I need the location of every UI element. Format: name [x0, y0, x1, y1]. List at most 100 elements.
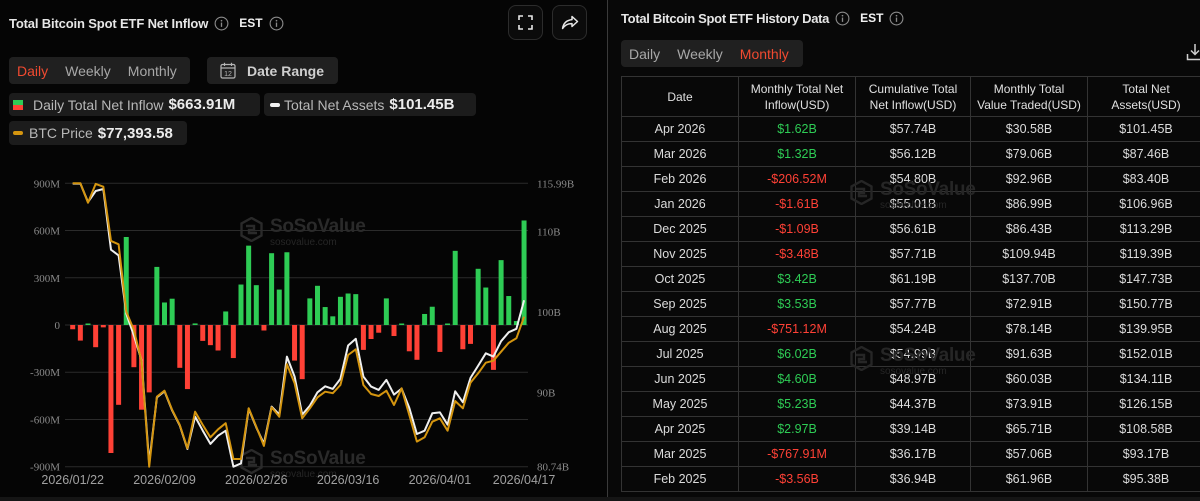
inflow-bar — [230, 325, 236, 359]
inflow-bar — [292, 325, 298, 361]
chart-header: Total Bitcoin Spot ETF Net Inflow EST — [9, 13, 284, 33]
tab-weekly[interactable]: Weekly — [677, 45, 723, 62]
inflow-bar — [422, 313, 428, 325]
cell-net-inflow: $1.62B — [738, 116, 856, 142]
table-row: Nov 2025 -$3.48B $57.71B $109.94B $119.39B — [621, 241, 1200, 267]
legend-label: BTC Price — [29, 125, 93, 141]
cell-date: Mar 2026 — [621, 141, 739, 167]
inflow-bar — [200, 325, 206, 341]
chart-title: Total Bitcoin Spot ETF Net Inflow — [9, 15, 209, 31]
inflow-bar — [269, 253, 275, 325]
cell-net-inflow: $6.02B — [738, 341, 856, 367]
cell-total-net-assets: $93.17B — [1087, 441, 1200, 467]
cell-total-net-assets: $113.29B — [1087, 216, 1200, 242]
inflow-bar — [284, 252, 290, 325]
cell-net-inflow: -$206.52M — [738, 166, 856, 192]
column-header-net-inflow[interactable]: Monthly Total Net Inflow(USD) — [738, 76, 856, 117]
date-range-button[interactable]: 12 Date Range — [207, 57, 338, 84]
y-left-tick-label: 600M — [34, 226, 61, 238]
legend-btc-price[interactable]: BTC Price $77,393.58 — [9, 121, 187, 145]
cell-date: Jan 2026 — [621, 191, 739, 217]
cell-cumulative-net-inflow: $54.80B — [855, 166, 971, 192]
x-tick-label: 2026/03/16 — [317, 473, 380, 487]
y-left-tick-label: -900M — [30, 462, 60, 474]
cell-value-traded: $137.70B — [970, 266, 1088, 292]
info-icon[interactable] — [835, 11, 850, 26]
inflow-bar — [452, 250, 458, 325]
inflow-bar — [322, 307, 328, 325]
tab-daily[interactable]: Daily — [17, 62, 49, 79]
cell-date: Mar 2025 — [621, 441, 739, 467]
inflow-bar — [192, 323, 198, 325]
y-right-tick-label: 100B — [537, 307, 561, 319]
column-header-value-traded[interactable]: Monthly Total Value Traded(USD) — [970, 76, 1088, 117]
inflow-bar — [184, 325, 190, 390]
legend-value: $663.91M — [168, 96, 236, 113]
inflow-bar — [246, 245, 252, 325]
y-right-tick-label: 80.74B — [537, 462, 569, 474]
inflow-bar — [146, 325, 152, 393]
tab-monthly[interactable]: Monthly — [739, 45, 789, 62]
column-header-total-net-assets[interactable]: Total Net Assets(USD) — [1087, 76, 1200, 117]
cell-net-inflow: -$3.48B — [738, 241, 856, 267]
inflow-bar — [276, 289, 282, 325]
inflow-bar — [77, 325, 83, 341]
column-header-date[interactable]: Date — [621, 76, 739, 117]
cell-date: Jun 2025 — [621, 366, 739, 392]
cell-value-traded: $86.43B — [970, 216, 1088, 242]
timezone-label: EST — [860, 11, 884, 25]
cell-net-inflow: $3.42B — [738, 266, 856, 292]
net-inflow-chart[interactable]: 900M 600M 300M 0 -300M -600M -900M 115.99B 110B 1… — [0, 160, 607, 497]
y-left-tick-label: 900M — [34, 178, 61, 190]
cell-net-inflow: $4.60B — [738, 366, 856, 392]
cell-date: Apr 2025 — [621, 416, 739, 442]
legend-total-net-assets[interactable]: Total Net Assets $101.45B — [264, 93, 476, 116]
table-row: Jul 2025 $6.02B $54.99B $91.63B $152.01B — [621, 341, 1200, 367]
tab-weekly[interactable]: Weekly — [65, 62, 111, 79]
cell-value-traded: $91.63B — [970, 341, 1088, 367]
cell-net-inflow: $5.23B — [738, 391, 856, 417]
cell-value-traded: $57.06B — [970, 441, 1088, 467]
cell-total-net-assets: $152.01B — [1087, 341, 1200, 367]
info-icon[interactable] — [214, 16, 229, 31]
cell-cumulative-net-inflow: $57.77B — [855, 291, 971, 317]
cell-total-net-assets: $108.58B — [1087, 416, 1200, 442]
legend-label: Daily Total Net Inflow — [33, 96, 164, 113]
inflow-bar — [475, 268, 481, 325]
table-row: Mar 2025 -$767.91M $36.17B $57.06B $93.17B — [621, 441, 1200, 467]
legend-daily-net-inflow[interactable]: Daily Total Net Inflow $663.91M — [9, 93, 260, 116]
download-icon[interactable] — [1186, 43, 1200, 61]
cell-date: Oct 2025 — [621, 266, 739, 292]
tab-monthly[interactable]: Monthly — [127, 62, 177, 79]
cell-date: Sep 2025 — [621, 291, 739, 317]
net-assets-legend-icon — [270, 102, 280, 107]
inflow-bar — [261, 325, 267, 331]
cell-total-net-assets: $83.40B — [1087, 166, 1200, 192]
inflow-bar — [215, 325, 221, 351]
history-table: Date Monthly Total Net Inflow(USD) Cumula… — [621, 76, 1200, 492]
cell-cumulative-net-inflow: $54.24B — [855, 316, 971, 342]
timezone-info-icon[interactable] — [269, 16, 284, 31]
cell-net-inflow: -$751.12M — [738, 316, 856, 342]
share-button[interactable] — [552, 5, 587, 40]
fullscreen-icon — [518, 15, 533, 30]
cell-cumulative-net-inflow: $61.19B — [855, 266, 971, 292]
tab-daily[interactable]: Daily — [629, 45, 661, 62]
cell-total-net-assets: $150.77B — [1087, 291, 1200, 317]
table-body: Apr 2026 $1.62B $57.74B $30.58B $101.45B Mar … — [621, 116, 1200, 492]
cell-total-net-assets: $126.15B — [1087, 391, 1200, 417]
y-right-tick-label: 90B — [537, 387, 555, 399]
cell-cumulative-net-inflow: $39.14B — [855, 416, 971, 442]
cell-net-inflow: $3.53B — [738, 291, 856, 317]
inflow-bar — [253, 285, 259, 325]
cell-date: Dec 2025 — [621, 216, 739, 242]
cell-date: Nov 2025 — [621, 241, 739, 267]
x-tick-label: 2026/04/17 — [493, 473, 556, 487]
inflow-bar — [307, 298, 313, 325]
column-header-cumulative-inflow[interactable]: Cumulative Total Net Inflow(USD) — [855, 76, 971, 117]
cell-value-traded: $79.06B — [970, 141, 1088, 167]
timezone-info-icon[interactable] — [889, 11, 904, 26]
fullscreen-button[interactable] — [508, 5, 543, 40]
inflow-bar — [513, 321, 519, 325]
cell-value-traded: $60.03B — [970, 366, 1088, 392]
